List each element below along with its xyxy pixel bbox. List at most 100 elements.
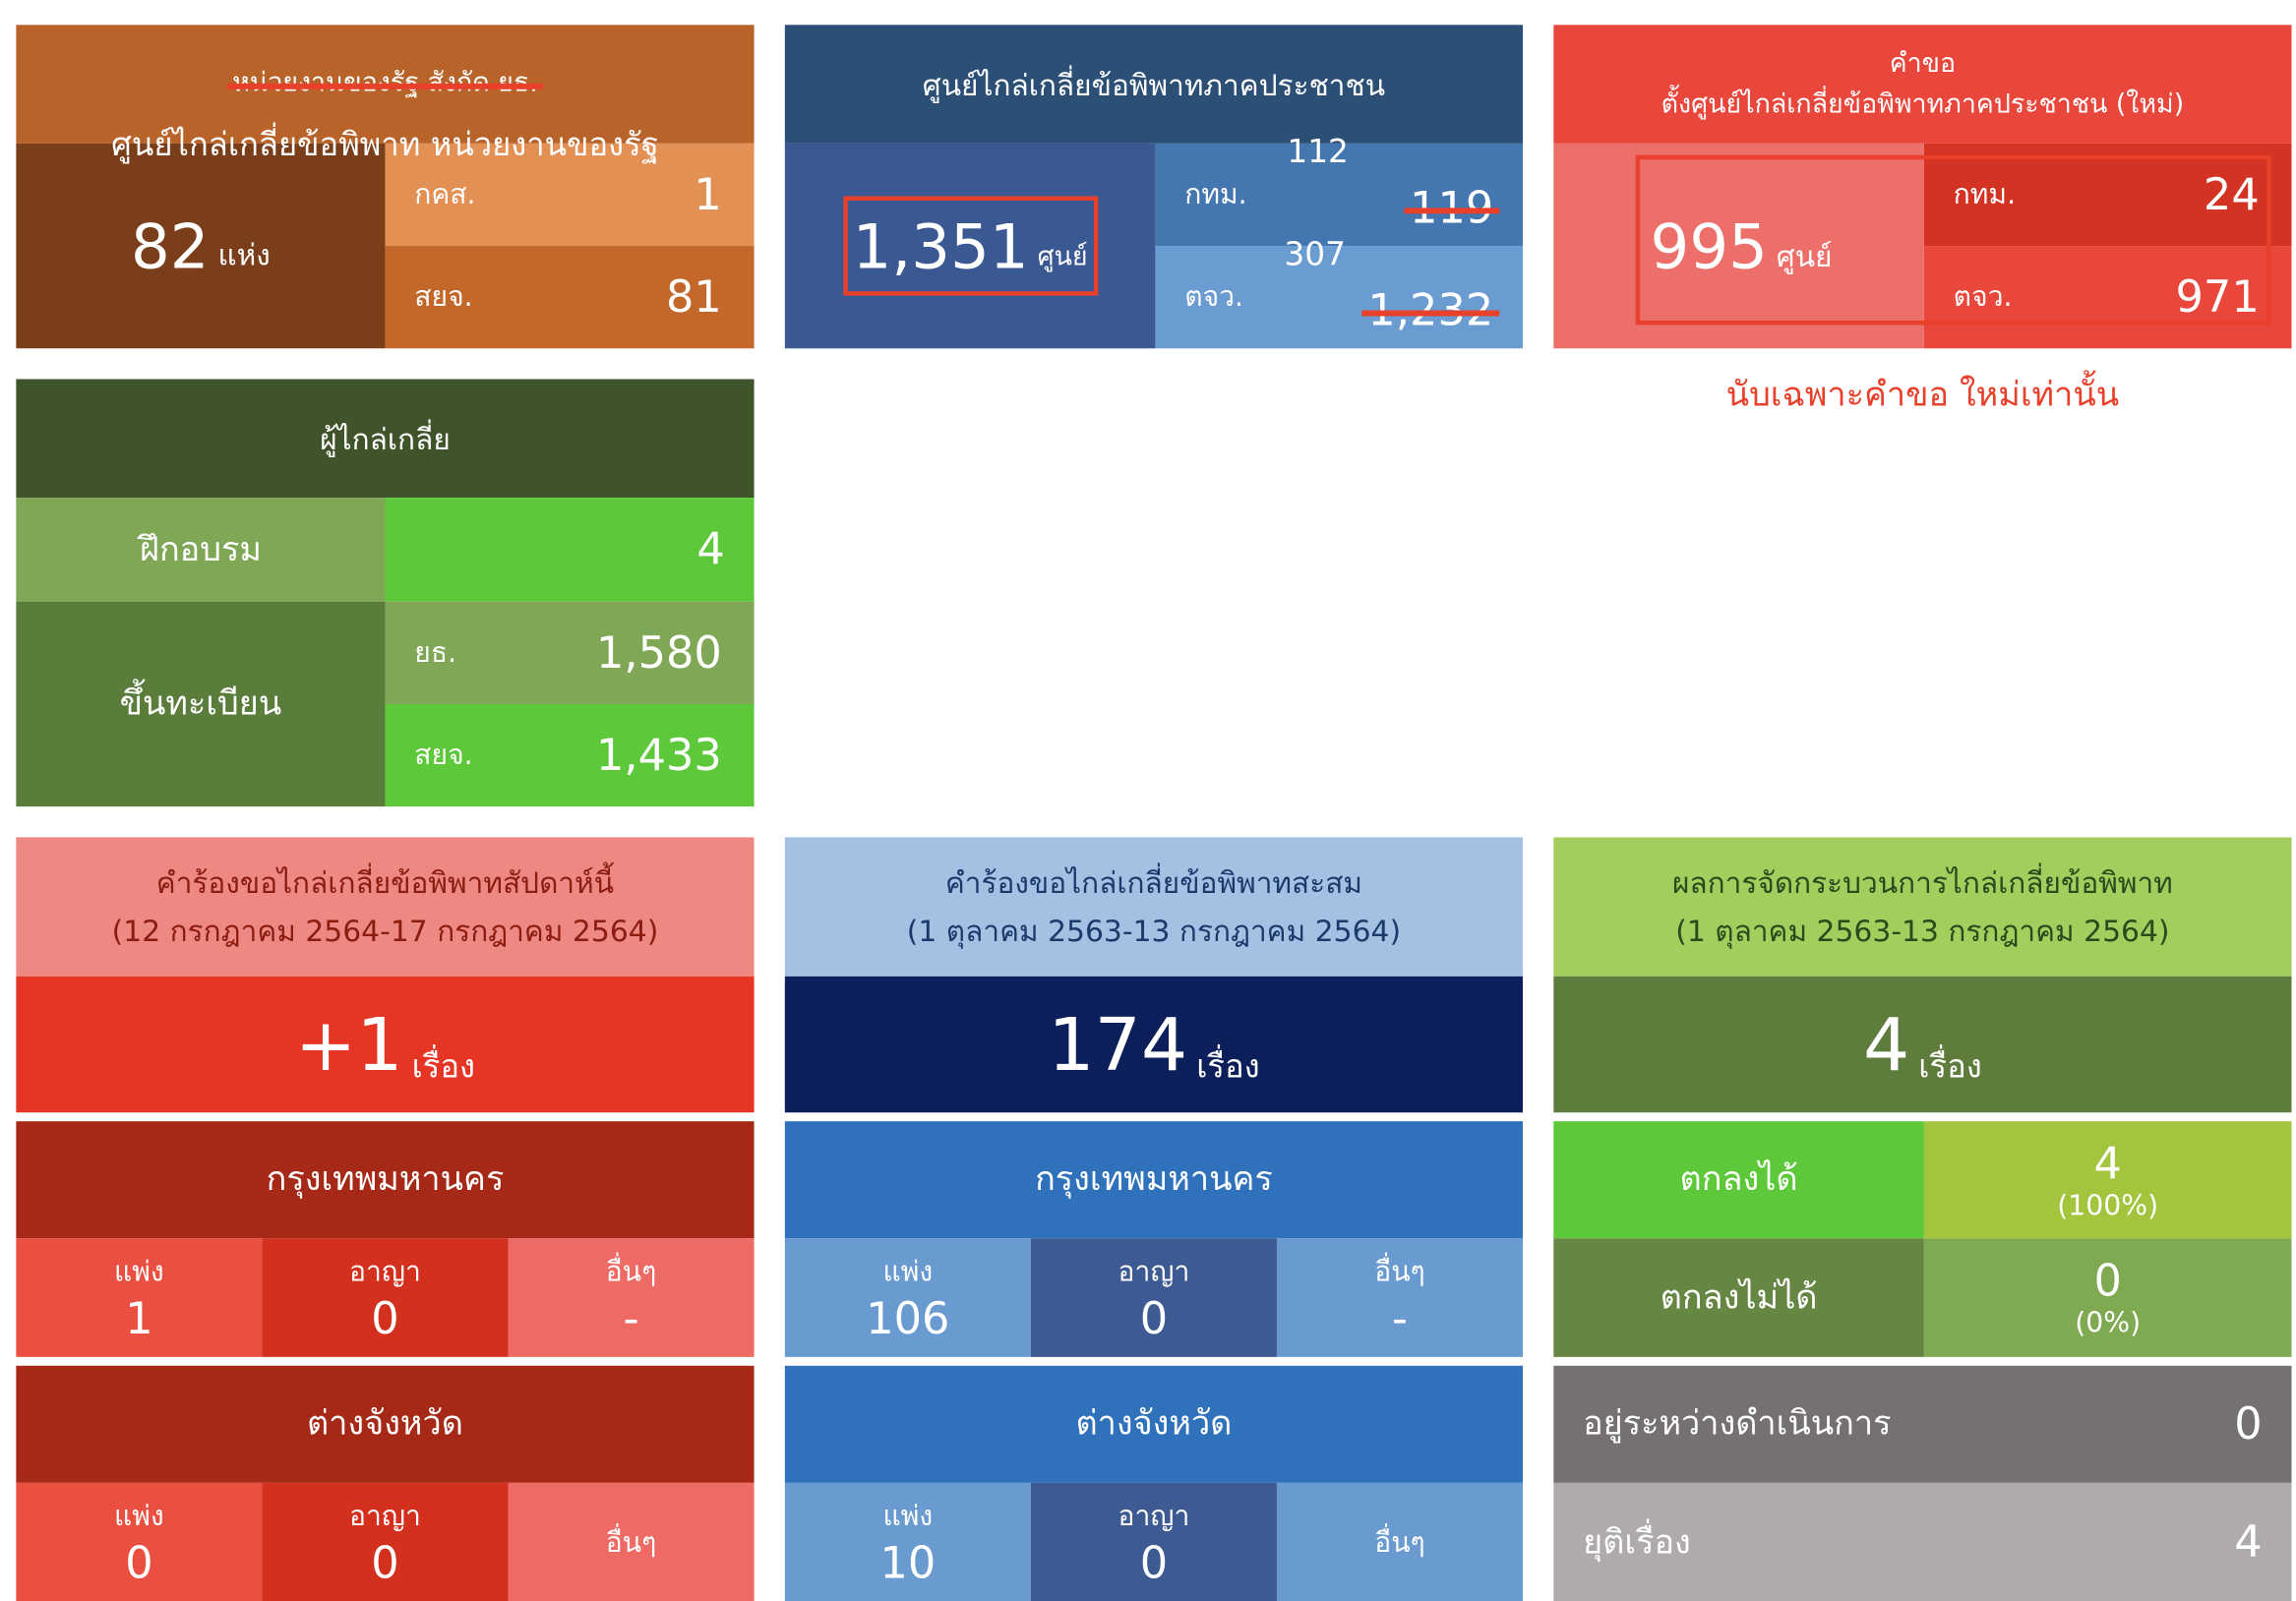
cell-value: 0 — [1139, 1538, 1169, 1590]
cumulative-prov-criminal: อาญา 0 — [1030, 1482, 1277, 1601]
row-label: สยจ. — [414, 280, 473, 314]
cell-value: 106 — [866, 1293, 950, 1345]
training-value: 4 — [385, 498, 755, 602]
in-progress-row: อยู่ระหว่างดำเนินการ 0 — [1553, 1365, 2292, 1483]
agreed-value-cell: 4 (100%) — [1923, 1121, 2292, 1239]
cell-value: 0 — [371, 1538, 399, 1590]
results-title-line2: (1 ตุลาคม 2563-13 กรกฎาคม 2564) — [1675, 913, 2170, 948]
registered-row-prov: สยจ. 1,433 — [385, 703, 755, 807]
agreed-value: 4 — [2093, 1138, 2122, 1190]
public-centers-total: 1,351 — [852, 209, 1029, 282]
requests-title-line1: คำขอ — [1889, 47, 1957, 79]
public-row-prov: ตจว. 307 1,232 — [1155, 237, 1524, 349]
gov-centers-title: ศูนย์ไกล่เกลี่ยข้อพิพาท หน่วยงานของรัฐ — [111, 126, 659, 163]
row-label: กทม. — [1953, 178, 2017, 211]
agreed-label: ตกลงได้ — [1553, 1121, 1924, 1239]
gov-centers-old-title: หน่วยงานของรัฐ สังกัด ยธ. — [226, 60, 544, 107]
row-label: ตจว. — [1953, 280, 2013, 314]
cumulative-title-line1: คำร้องขอไกล่เกลี่ยข้อพิพาทสะสม — [944, 863, 1363, 900]
weekly-prov-other: อื่นๆ — [508, 1482, 755, 1601]
in-progress-value: 0 — [2234, 1398, 2263, 1451]
weekly-title-line1: คำร้องขอไกล่เกลี่ยข้อพิพาทสัปดาห์นี้ — [155, 863, 615, 900]
cumulative-header: คำร้องขอไกล่เกลี่ยข้อพิพาทสะสม (1 ตุลาคม… — [784, 837, 1524, 977]
row-label: ยธ. — [414, 636, 457, 670]
cumulative-prov-other: อื่นๆ — [1276, 1482, 1524, 1601]
cell-value: 1 — [125, 1293, 153, 1345]
row-new-value: 307 — [1284, 237, 1346, 274]
cell-label: อื่นๆ — [1374, 1256, 1425, 1288]
row-value: 971 — [2175, 271, 2260, 324]
cell-label: อื่นๆ — [1374, 1525, 1425, 1559]
weekly-unit: เรื่อง — [411, 1049, 476, 1087]
cell-label: แพ่ง — [114, 1500, 164, 1533]
weekly-prov-criminal: อาญา 0 — [262, 1482, 509, 1601]
requests-row-prov: ตจว. 971 — [1923, 246, 2292, 349]
not-agreed-value-cell: 0 (0%) — [1923, 1238, 2292, 1357]
cell-label: อื่นๆ — [605, 1525, 657, 1559]
row-value: 1,580 — [595, 626, 722, 679]
row-label: ตจว. — [1184, 280, 1244, 314]
cell-value: - — [623, 1293, 639, 1345]
weekly-header: คำร้องขอไกล่เกลี่ยข้อพิพาทสัปดาห์นี้ (12… — [16, 837, 755, 977]
cumulative-bkk-other: อื่นๆ - — [1276, 1238, 1524, 1357]
not-agreed-pct: (0%) — [2075, 1307, 2142, 1339]
row-value: 24 — [2203, 168, 2260, 221]
weekly-bkk-criminal: อาญา 0 — [262, 1238, 509, 1357]
cumulative-bkk-civil: แพ่ง 106 — [784, 1238, 1031, 1357]
cumulative-prov-civil: แพ่ง 10 — [784, 1482, 1031, 1601]
gov-row-1: กคส. 1 — [385, 143, 755, 247]
weekly-prov-civil: แพ่ง 0 — [16, 1482, 263, 1601]
highlight-box — [1635, 154, 2271, 326]
cell-value: - — [1391, 1293, 1409, 1345]
cell-label: แพ่ง — [114, 1256, 164, 1288]
terminated-label: ยุติเรื่อง — [1583, 1522, 1691, 1562]
registered-label: ขึ้นทะเบียน — [16, 601, 386, 807]
cell-label: อื่นๆ — [605, 1256, 657, 1288]
cumulative-bkk-header: กรุงเทพมหานคร — [784, 1121, 1524, 1239]
results-title-line1: ผลการจัดกระบวนการไกล่เกลี่ยข้อพิพาท — [1671, 863, 2173, 900]
cell-label: อาญา — [349, 1500, 421, 1533]
weekly-total: +1 — [294, 1001, 403, 1088]
cell-label: อาญา — [349, 1256, 421, 1288]
cell-value: 0 — [371, 1293, 399, 1345]
not-agreed-value: 0 — [2093, 1256, 2122, 1308]
public-row-bkk: กทม. 112 119 — [1155, 135, 1524, 247]
gov-centers-header: หน่วยงานของรัฐ สังกัด ยธ. — [16, 25, 755, 144]
requests-total-cell: 995 ศูนย์ — [1553, 143, 1924, 349]
gov-row-2: สยจ. 81 — [385, 246, 755, 349]
results-total: 4 — [1863, 1001, 1910, 1088]
row-value: 81 — [665, 271, 722, 324]
row-label: กคส. — [414, 178, 476, 211]
results-header: ผลการจัดกระบวนการไกล่เกลี่ยข้อพิพาท (1 ต… — [1553, 837, 2292, 977]
requests-note: นับเฉพาะคำขอ ใหม่เท่านั้น — [1725, 376, 2120, 415]
highlight-box: 1,351 ศูนย์ — [842, 196, 1098, 296]
weekly-total-cell: +1 เรื่อง — [16, 976, 755, 1113]
cell-label: อาญา — [1118, 1500, 1190, 1533]
weekly-bkk-civil: แพ่ง 1 — [16, 1238, 263, 1357]
weekly-prov-header: ต่างจังหวัด — [16, 1365, 755, 1483]
requests-unit: ศูนย์ — [1776, 238, 1833, 274]
public-centers-unit: ศูนย์ — [1037, 240, 1088, 272]
cumulative-bkk-criminal: อาญา 0 — [1030, 1238, 1277, 1357]
requests-title-line2: ตั้งศูนย์ไกล่เกลี่ยข้อพิพาทภาคประชาชน (ใ… — [1661, 89, 2185, 120]
public-centers-header: ศูนย์ไกล่เกลี่ยข้อพิพาทภาคประชาชน — [784, 25, 1524, 144]
row-value: 1 — [694, 168, 722, 221]
results-total-cell: 4 เรื่อง — [1553, 976, 2292, 1113]
in-progress-label: อยู่ระหว่างดำเนินการ — [1583, 1404, 1892, 1444]
cumulative-total-cell: 174 เรื่อง — [784, 976, 1524, 1113]
training-label: ฝึกอบรม — [16, 498, 386, 602]
public-centers-total-cell: 1,351 ศูนย์ — [784, 143, 1156, 349]
cell-label: แพ่ง — [882, 1500, 934, 1533]
row-label: สยจ. — [414, 739, 473, 772]
terminated-row: ยุติเรื่อง 4 — [1553, 1482, 2292, 1601]
cell-value: 10 — [879, 1538, 937, 1590]
weekly-title-line2: (12 กรกฎาคม 2564-17 กรกฎาคม 2564) — [111, 913, 659, 948]
mediators-header: ผู้ไกล่เกลี่ย — [16, 379, 755, 499]
cell-label: อาญา — [1118, 1256, 1190, 1288]
cell-value: 0 — [125, 1538, 153, 1590]
requests-total: 995 — [1650, 209, 1768, 282]
cumulative-prov-header: ต่างจังหวัด — [784, 1365, 1524, 1483]
cell-value: 0 — [1139, 1293, 1169, 1345]
cumulative-total: 174 — [1048, 1001, 1188, 1088]
weekly-bkk-other: อื่นๆ - — [508, 1238, 755, 1357]
